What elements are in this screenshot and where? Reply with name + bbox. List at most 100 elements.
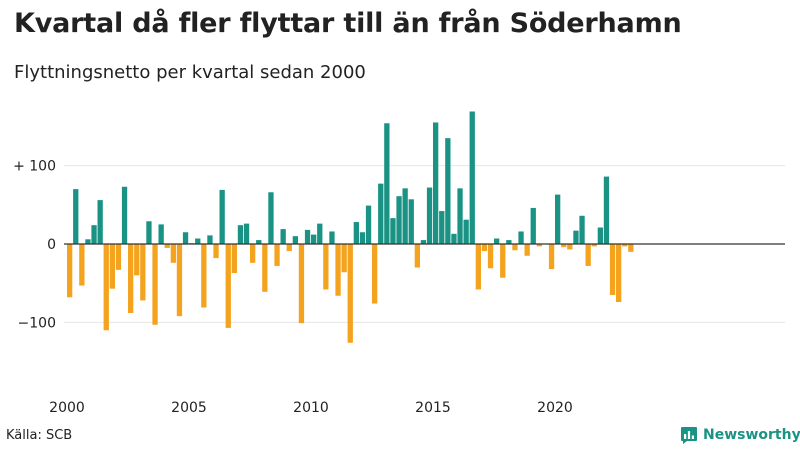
x-tick-label: 2000 [49,400,85,416]
bar [518,231,524,244]
bar [548,244,555,270]
bar [463,219,469,244]
x-tick-label: 2015 [415,400,451,416]
bar [475,244,481,290]
bar [323,244,329,290]
bar [579,215,585,244]
bar [79,244,85,286]
bar [317,223,323,244]
x-axis: 2000 2005 2010 2015 2020 [49,400,573,416]
bar [335,244,341,296]
bar [628,244,634,252]
bar [115,244,122,270]
bar [506,240,512,244]
bar [347,244,353,343]
y-tick-label: −100 [18,315,56,331]
bar [176,244,183,317]
source-note: Källa: SCB [6,428,73,443]
bar [616,244,622,303]
bar [85,239,91,244]
bar [231,244,237,274]
bar [243,223,250,244]
bar [591,244,597,247]
bar [268,192,274,244]
bar [396,196,402,244]
bar [426,187,433,244]
bar [304,229,311,244]
bar [359,232,366,244]
bar [341,244,347,273]
bar [213,244,219,259]
bar [585,244,591,266]
bar [487,244,494,269]
bar [280,229,286,244]
bar [536,244,542,247]
bar [109,244,115,289]
bar [237,225,244,244]
bar [457,188,463,244]
bar [128,244,134,313]
bar [170,244,176,263]
bar [146,221,152,244]
chart-title: Kvartal då fler flyttar till än från Söd… [14,8,682,39]
bar [372,244,378,304]
y-tick-label: + 100 [13,159,56,175]
x-tick-label: 2005 [171,400,207,416]
bar [408,199,414,244]
bar [402,188,408,244]
bar [500,244,506,278]
bar [292,236,298,244]
bar [67,244,73,298]
bar [378,183,384,244]
bar [561,244,567,248]
bar [73,189,79,244]
bar [481,244,488,252]
bar [603,176,610,244]
bar [140,244,146,301]
bar [384,123,390,244]
bar [201,244,207,308]
bar [286,244,292,252]
y-axis: + 100 0 −100 [13,159,56,332]
brand-name: Newsworthy [703,427,800,443]
bar [365,205,372,244]
x-tick-label: 2020 [537,400,573,416]
bar [250,244,256,263]
bar [225,244,231,328]
newsworthy-logo-icon [681,427,697,444]
bar [256,240,262,244]
bar [469,111,475,244]
bar [158,224,164,244]
bar [622,244,628,247]
bar [439,211,445,244]
bar [134,244,140,276]
bars [67,111,634,343]
bar [524,244,530,256]
bar [567,244,573,250]
bar [597,227,603,244]
bar [494,238,500,244]
bar [445,138,451,244]
bar [164,244,170,248]
bar [390,218,396,244]
y-tick-label: 0 [47,237,56,253]
bar [414,244,420,268]
bar [420,240,427,244]
bar [91,225,97,244]
bar [530,207,536,244]
bar [219,189,225,244]
bar [97,200,103,244]
bar [274,244,280,266]
bar [103,244,109,331]
bar [182,232,189,244]
bar [311,234,317,244]
bar [152,244,158,325]
bar [433,122,439,244]
bar [207,235,213,244]
bar [451,233,457,244]
brand-logo: Newsworthy [680,426,800,444]
grid-lines [64,165,785,323]
bar [121,186,128,244]
bar [353,222,359,244]
